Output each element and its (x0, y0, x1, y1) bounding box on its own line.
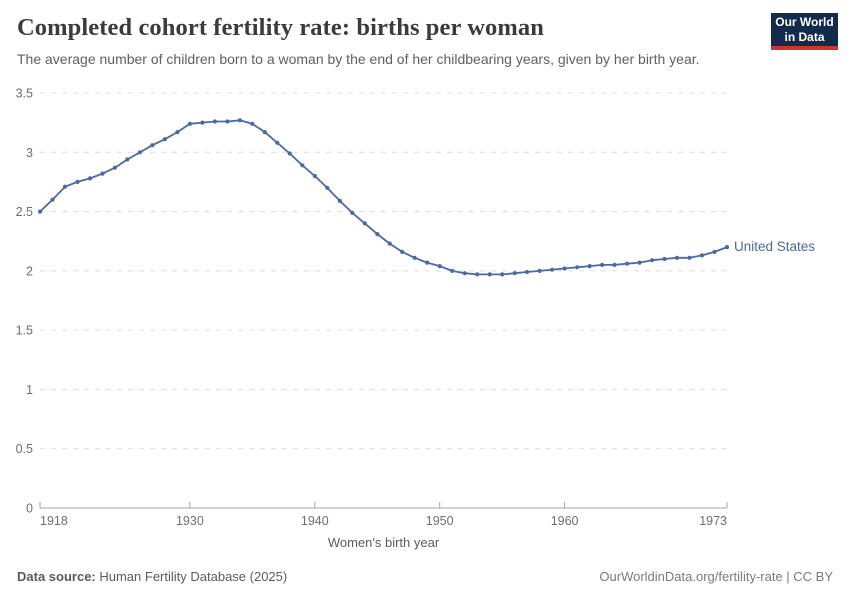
data-point[interactable] (187, 121, 192, 126)
data-point[interactable] (550, 267, 555, 272)
data-point[interactable] (312, 173, 317, 179)
data-point[interactable] (512, 271, 517, 276)
x-tick-label: 1918 (40, 514, 68, 528)
data-point[interactable] (437, 264, 442, 269)
data-point[interactable] (250, 121, 255, 126)
y-tick-label: 1 (26, 383, 33, 397)
x-tick-label: 1940 (301, 514, 329, 528)
logo-line2: in Data (784, 29, 825, 44)
y-tick-label: 3 (26, 146, 33, 160)
data-point[interactable] (162, 137, 167, 142)
data-point[interactable] (650, 258, 655, 263)
page-title: Completed cohort fertility rate: births … (17, 14, 544, 41)
data-point[interactable] (112, 165, 117, 170)
data-point[interactable] (637, 260, 642, 265)
data-point[interactable] (287, 151, 292, 156)
x-tick-label: 1973 (699, 514, 727, 528)
data-point[interactable] (125, 157, 130, 162)
x-axis-title: Women's birth year (327, 535, 440, 550)
data-point[interactable] (225, 119, 230, 124)
data-point[interactable] (537, 268, 542, 273)
data-point[interactable] (37, 209, 43, 214)
data-point[interactable] (237, 118, 242, 123)
data-point[interactable] (587, 264, 592, 269)
y-tick-label: 2 (26, 264, 33, 278)
y-tick-label: 3.5 (16, 87, 33, 101)
data-point[interactable] (262, 130, 267, 135)
data-point[interactable] (62, 184, 68, 189)
data-point[interactable] (100, 171, 105, 176)
owid-logo[interactable]: Our World in Data (771, 13, 838, 50)
logo-line1: Our World (775, 15, 834, 30)
series-label-united-states[interactable]: United States (734, 239, 816, 255)
data-point[interactable] (50, 197, 55, 202)
data-point[interactable] (375, 232, 380, 237)
data-point[interactable] (525, 269, 530, 275)
y-tick-label: 0 (26, 502, 33, 516)
data-point[interactable] (75, 179, 80, 184)
data-point[interactable] (87, 176, 93, 181)
data-source-value: Human Fertility Database (2025) (95, 569, 288, 584)
data-point[interactable] (412, 255, 417, 260)
data-point[interactable] (562, 266, 567, 271)
x-tick-label: 1950 (426, 514, 454, 528)
data-point[interactable] (137, 150, 142, 155)
data-point[interactable] (612, 262, 617, 267)
data-point[interactable] (674, 255, 680, 260)
data-point[interactable] (575, 265, 580, 270)
y-tick-label: 0.5 (16, 442, 33, 456)
data-point[interactable] (724, 245, 730, 250)
data-source-note: Data source: Human Fertility Database (2… (17, 569, 287, 584)
y-tick-label: 2.5 (16, 205, 33, 219)
data-point[interactable] (500, 272, 505, 277)
data-point[interactable] (600, 262, 605, 267)
fertility-line[interactable] (39, 119, 728, 276)
data-point[interactable] (300, 163, 305, 168)
data-point[interactable] (450, 268, 455, 273)
data-point[interactable] (699, 253, 705, 258)
data-point[interactable] (387, 241, 392, 246)
data-point[interactable] (687, 255, 692, 260)
x-tick-label: 1960 (551, 514, 579, 528)
footer: Data source: Human Fertility Database (2… (17, 569, 833, 584)
data-point[interactable] (175, 130, 180, 135)
data-point[interactable] (150, 143, 155, 148)
data-point[interactable] (662, 256, 667, 262)
data-point[interactable] (362, 221, 367, 226)
data-point[interactable] (337, 198, 342, 203)
data-point[interactable] (212, 119, 217, 124)
data-point[interactable] (275, 140, 280, 145)
data-point[interactable] (200, 120, 205, 125)
footer-link[interactable]: OurWorldinData.org/fertility-rate | CC B… (599, 569, 833, 584)
data-point[interactable] (487, 272, 492, 277)
data-point[interactable] (625, 261, 630, 266)
data-source-label: Data source: (17, 569, 96, 584)
data-point[interactable] (712, 249, 717, 254)
data-point[interactable] (400, 249, 405, 254)
y-tick-label: 1.5 (16, 324, 33, 338)
chart-subtitle: The average number of children born to a… (17, 51, 700, 67)
x-tick-label: 1930 (176, 514, 204, 528)
data-point[interactable] (475, 272, 480, 277)
data-point[interactable] (425, 260, 430, 265)
data-point[interactable] (462, 271, 467, 276)
data-point[interactable] (325, 185, 330, 190)
data-point[interactable] (350, 210, 355, 215)
